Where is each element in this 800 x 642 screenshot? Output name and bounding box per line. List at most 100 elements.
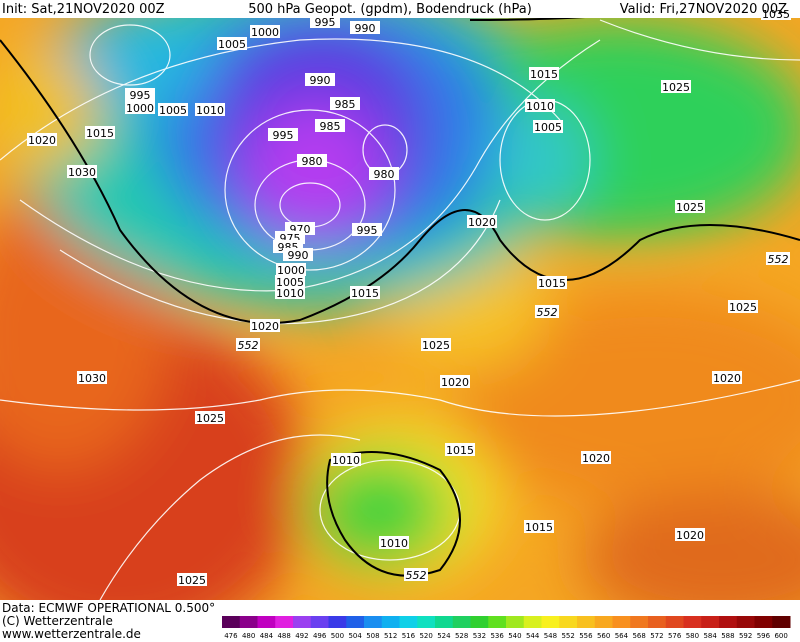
isobar-label: 1020 (251, 320, 279, 333)
isobar-label: 1005 (534, 121, 562, 134)
colorbar-cell (630, 616, 649, 628)
init-time: Init: Sat,21NOV2020 00Z (2, 2, 165, 17)
colorbar-cell (701, 616, 720, 628)
isobar-label: 1025 (422, 339, 450, 352)
label-box (195, 411, 225, 424)
isobar-label: 1030 (68, 166, 96, 179)
label-box (276, 263, 306, 276)
colorbar-cell (452, 616, 471, 628)
colorbar-label: 544 (526, 632, 540, 640)
label-box (250, 319, 280, 332)
colorbar-label: 476 (224, 632, 238, 640)
colorbar-label: 480 (242, 632, 255, 640)
colorbar-cell (399, 616, 418, 628)
isobar-label: 980 (374, 168, 395, 181)
isobar-label: 1000 (126, 102, 154, 115)
colorbar-label: 488 (277, 632, 290, 640)
isobar-label: 1015 (86, 127, 114, 140)
isobar-label: 1005 (159, 104, 187, 117)
colorbar-cell (293, 616, 312, 628)
label-box (350, 286, 380, 299)
colorbar-label: 596 (757, 632, 771, 640)
isobar-label: 995 (273, 129, 294, 142)
colorbar-label: 512 (384, 632, 397, 640)
colorbar-label: 580 (686, 632, 699, 640)
isobar-label: 1020 (713, 372, 741, 385)
colorbar-cell (612, 616, 631, 628)
colorbar-cell (648, 616, 667, 628)
label-box (158, 103, 188, 116)
colorbar-label: 564 (615, 632, 629, 640)
isobar-label: 1000 (277, 264, 305, 277)
label-box (67, 165, 97, 178)
isobar-label: 985 (320, 120, 341, 133)
isobar-label: 1025 (729, 301, 757, 314)
isobar-label: 1015 (351, 287, 379, 300)
colorbar-label: 552 (561, 632, 574, 640)
colorbar-label: 524 (437, 632, 451, 640)
colorbar-label: 536 (490, 632, 504, 640)
label-box (537, 276, 567, 289)
colorbar-label: 496 (313, 632, 327, 640)
colorbar-label: 520 (419, 632, 432, 640)
label-box (268, 128, 298, 141)
colorbar-label: 528 (455, 632, 468, 640)
label-box (661, 80, 691, 93)
label-box (283, 248, 313, 261)
valid-time: Valid: Fri,27NOV2020 00Z (620, 2, 787, 17)
isobar-label: 1010 (332, 454, 360, 467)
label-box (675, 528, 705, 541)
colorbar-label: 508 (366, 632, 379, 640)
colorbar-cell (719, 616, 738, 628)
label-box (404, 568, 428, 581)
isobar-label: 1015 (530, 68, 558, 81)
colorbar-cell (257, 616, 276, 628)
label-box (728, 300, 758, 313)
label-box (675, 200, 705, 213)
label-box (350, 21, 380, 34)
label-box (761, 7, 791, 20)
isobar-label: 990 (288, 249, 309, 262)
colorbar-cell (435, 616, 454, 628)
contour-label: 552 (238, 339, 259, 352)
colorbar-cell (470, 616, 489, 628)
colorbar-cell (239, 616, 258, 628)
contour-label: 552 (537, 306, 558, 319)
isobar-label: 1005 (276, 276, 304, 289)
colorbar-label: 560 (597, 632, 610, 640)
colorbar-label: 504 (348, 632, 362, 640)
isobar-label: 1020 (676, 529, 704, 542)
label-box (524, 520, 554, 533)
isobar-label: 990 (310, 74, 331, 87)
colorbar-cell (665, 616, 684, 628)
colorbar-cell (488, 616, 507, 628)
label-box (529, 67, 559, 80)
colorbar-cell (577, 616, 596, 628)
isobar-label: 995 (315, 16, 336, 29)
label-box (535, 305, 559, 318)
colorbar-cell (506, 616, 525, 628)
label-box (27, 133, 57, 146)
label-box (195, 103, 225, 116)
label-box (331, 453, 361, 466)
isobar-label: 1010 (526, 100, 554, 113)
colorbar-cell (381, 616, 400, 628)
colorbar-label: 600 (774, 632, 787, 640)
isobar-label: 1010 (196, 104, 224, 117)
label-box (379, 536, 409, 549)
isobar-label: 1010 (380, 537, 408, 550)
colorbar-cell (222, 616, 241, 628)
isobar-label: 1030 (78, 372, 106, 385)
label-box (217, 37, 247, 50)
label-box (352, 223, 382, 236)
label-box (525, 99, 555, 112)
isobar-label: 1015 (525, 521, 553, 534)
colorbar-cell (594, 616, 613, 628)
data-source: Data: ECMWF OPERATIONAL 0.500° (2, 601, 215, 615)
colorbar-label: 516 (402, 632, 416, 640)
label-box (467, 215, 497, 228)
colorbar-label: 548 (544, 632, 557, 640)
isobar-label: 1010 (276, 287, 304, 300)
isobar-label: 1025 (178, 574, 206, 587)
colorbar-label: 556 (579, 632, 593, 640)
